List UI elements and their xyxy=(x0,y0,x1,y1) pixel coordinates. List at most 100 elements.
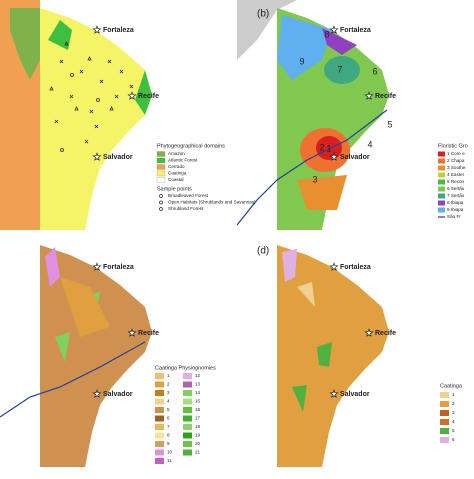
river xyxy=(236,109,388,226)
legend-label: 15 xyxy=(195,399,201,404)
legend-swatch xyxy=(155,390,164,396)
forest-area xyxy=(135,70,152,115)
legend-label: 3 xyxy=(452,410,455,415)
legend-label: 6 xyxy=(452,437,455,442)
legend-label: 18 xyxy=(195,424,201,429)
legend-label: 6 Sertão xyxy=(447,186,465,191)
legend-swatch xyxy=(183,415,192,422)
zone-label: 2 xyxy=(319,142,324,152)
legend-swatch xyxy=(183,432,192,439)
panel-c xyxy=(0,245,152,467)
legend-label: 7 xyxy=(167,424,170,429)
zone-3 xyxy=(297,175,347,210)
legend-label: 11 xyxy=(167,458,172,463)
legend-title: Phytogeographical domains xyxy=(157,143,225,149)
city-label: Fortaleza xyxy=(103,27,134,34)
legend-swatch xyxy=(156,164,166,170)
city-label: Recife xyxy=(375,93,396,100)
legend-label: 12 xyxy=(195,373,201,378)
labels: Fortaleza Recife Salvador Fortaleza Recife Sa… xyxy=(92,9,468,464)
city-marker xyxy=(92,262,102,271)
city-marker xyxy=(329,262,339,271)
panel-label: (d) xyxy=(257,246,269,257)
city-label: Salvador xyxy=(103,391,133,398)
region xyxy=(277,245,389,467)
city-label: Salvador xyxy=(103,154,133,161)
patch xyxy=(60,277,110,337)
legend-title: Caatinga Physiognomies xyxy=(155,365,216,371)
legend-label: 3 xyxy=(167,390,170,395)
panel-d xyxy=(277,245,389,467)
legend-symbol xyxy=(159,194,163,198)
legend-label: Coastal xyxy=(168,177,184,182)
legend-swatch xyxy=(155,407,164,413)
amazon-area xyxy=(10,8,40,80)
legend-label: 16 xyxy=(195,407,201,412)
legend-swatch xyxy=(183,398,192,405)
legend-swatch xyxy=(440,428,449,434)
legend-label: Amazon xyxy=(168,151,185,156)
legend-swatch xyxy=(183,407,192,413)
legend-swatch xyxy=(156,151,166,157)
legend-label: 10 xyxy=(167,450,173,455)
legend-swatch xyxy=(438,200,445,206)
legend-label: 2 xyxy=(452,401,455,406)
legend-label: 21 xyxy=(195,450,201,455)
legend-label: 8 Ibiapa xyxy=(447,200,464,205)
city-label: Fortaleza xyxy=(340,27,371,34)
city-label: Recife xyxy=(138,93,159,100)
legend-swatch xyxy=(183,441,192,447)
city-label: Recife xyxy=(375,330,396,337)
city-marker xyxy=(92,25,102,34)
legend-label: 19 xyxy=(195,433,201,438)
legend-subtitle: Sample points xyxy=(157,186,192,192)
legend-swatch xyxy=(438,186,445,192)
legend-symbol xyxy=(159,207,163,211)
zone-label: 4 xyxy=(367,139,372,149)
city-marker xyxy=(364,328,374,337)
patch xyxy=(45,247,60,287)
legend-label: 9 xyxy=(167,441,170,446)
legend-label: 6 xyxy=(167,416,170,421)
zone-label: 6 xyxy=(372,66,377,76)
city-label: Recife xyxy=(138,330,159,337)
city-label: Salvador xyxy=(340,154,370,161)
city-marker xyxy=(364,91,374,100)
city-label: Fortaleza xyxy=(340,264,371,271)
legend-swatch xyxy=(440,392,449,398)
legend-swatch xyxy=(155,398,164,405)
legend-label: 13 xyxy=(195,382,201,387)
legend-label: 9 Ibiapa xyxy=(447,207,464,212)
legend-swatch xyxy=(155,432,164,439)
legend-label: 20 xyxy=(195,441,201,446)
legend-swatch xyxy=(438,207,445,213)
sample-points xyxy=(49,41,134,152)
legend-swatch xyxy=(183,373,192,379)
patch xyxy=(55,292,100,362)
patch xyxy=(297,282,315,307)
legend-swatch xyxy=(183,390,192,396)
zone-label: 7 xyxy=(337,64,342,74)
legend-label: 7 Sertão xyxy=(447,193,465,198)
city-marker xyxy=(127,91,137,100)
zone-label: 3 xyxy=(312,174,317,184)
legend-label: Atlantic Forest xyxy=(168,158,198,163)
river xyxy=(0,341,146,418)
legend-swatch xyxy=(155,381,164,388)
legend-swatch xyxy=(438,158,445,164)
legend-swatch xyxy=(156,177,166,183)
zone-9 xyxy=(277,15,332,80)
legend-swatch xyxy=(440,401,449,407)
legend-swatch xyxy=(155,424,164,430)
legend-swatch xyxy=(438,165,445,171)
zone-label: 5 xyxy=(387,119,392,129)
legend-label: 5 Recon xyxy=(447,179,465,184)
legend-swatch xyxy=(155,449,164,456)
legend-swatch xyxy=(440,437,449,443)
legend-label: 4 Easter xyxy=(447,172,465,177)
legend-swatch xyxy=(438,151,445,157)
legend-label: 1 xyxy=(167,373,170,378)
city-marker xyxy=(329,152,339,161)
legend-label: 4 xyxy=(167,399,170,404)
